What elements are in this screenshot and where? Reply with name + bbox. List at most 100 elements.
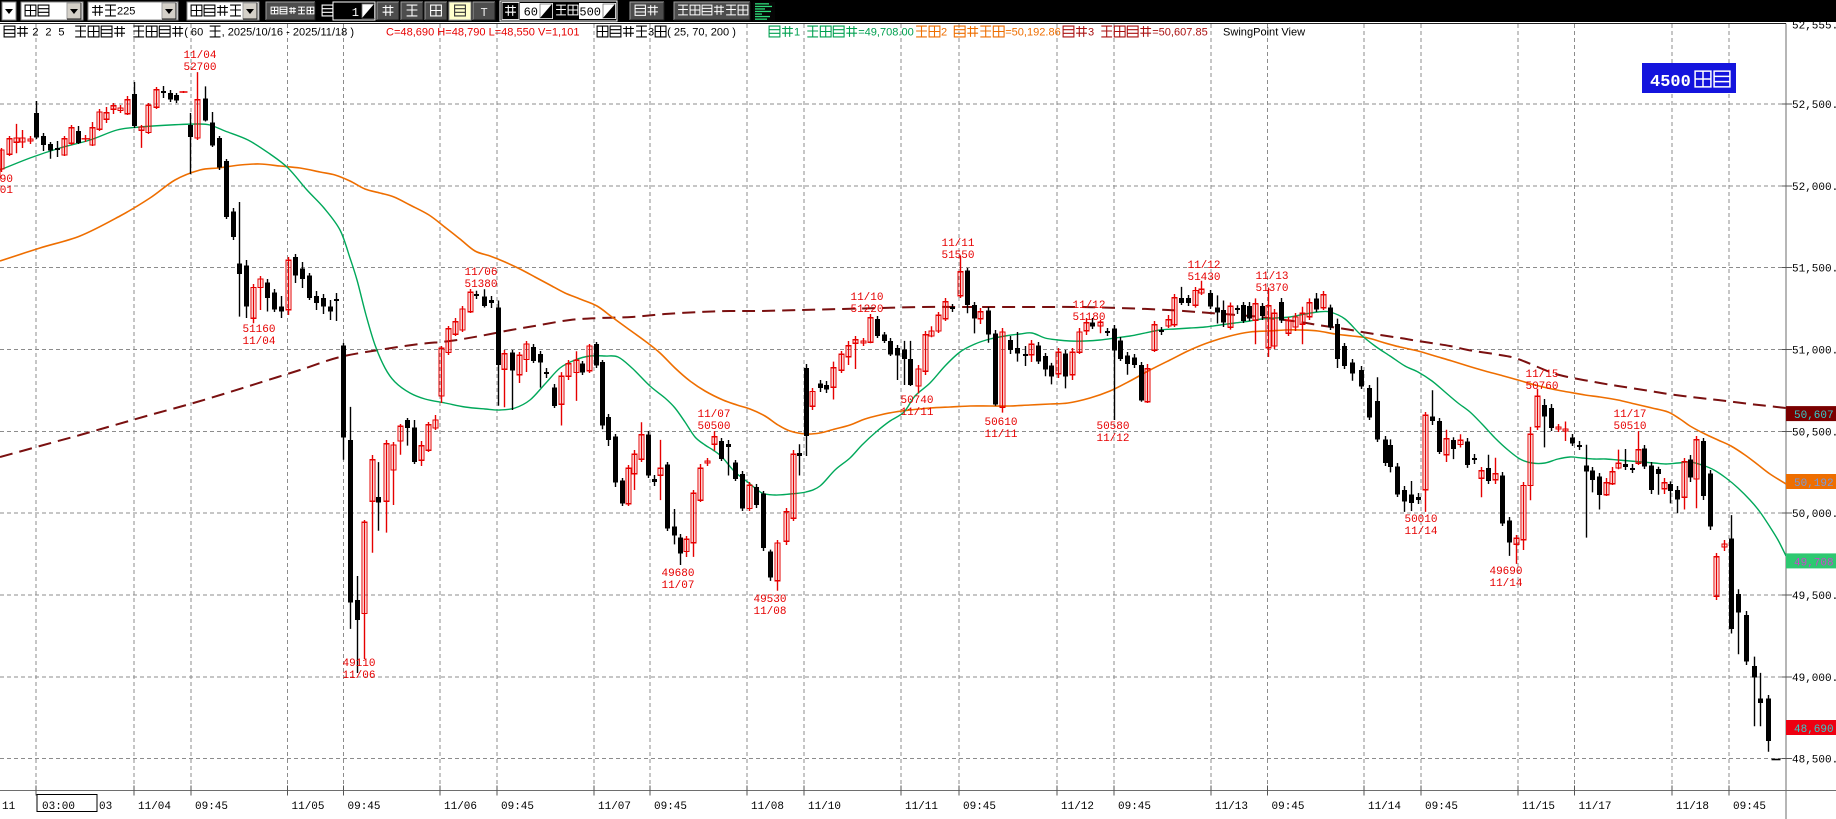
svg-text:09:45: 09:45 [348,801,381,813]
svg-text:11/17: 11/17 [1579,801,1612,813]
svg-text:11/08: 11/08 [753,606,786,618]
svg-text:3: 3 [648,27,654,39]
svg-text:51380: 51380 [464,279,497,291]
svg-text:11/04: 11/04 [242,336,275,348]
svg-text:52,000.: 52,000. [1792,182,1836,194]
svg-text:51,500.: 51,500. [1792,264,1836,276]
svg-text:, 2025/10/16 - 2025/11/18 ): , 2025/10/16 - 2025/11/18 ) [222,27,354,39]
svg-text:11/05: 11/05 [292,801,325,813]
svg-text:11/13: 11/13 [1215,801,1248,813]
svg-text:11/14: 11/14 [1489,578,1522,590]
svg-text:11/12: 11/12 [1187,260,1220,272]
svg-text:11/06: 11/06 [464,267,497,279]
svg-text:=50,192.86: =50,192.86 [1005,27,1061,39]
svg-text:49680: 49680 [661,568,694,580]
svg-text:09:45: 09:45 [1733,801,1766,813]
svg-text:09:45: 09:45 [1425,801,1458,813]
svg-text:11/11: 11/11 [905,801,938,813]
svg-text:50,607.: 50,607. [1794,410,1836,422]
svg-text:( 60: ( 60 [184,27,203,39]
svg-text:11/07: 11/07 [661,580,694,592]
svg-text:48,690: 48,690 [1794,724,1834,736]
svg-text:11/11: 11/11 [984,429,1017,441]
svg-text:11/12: 11/12 [1072,300,1105,312]
svg-text:11/10: 11/10 [808,801,841,813]
svg-text:90: 90 [0,174,13,186]
svg-text:52,500.: 52,500. [1792,100,1836,112]
svg-text:11/15: 11/15 [1522,801,1555,813]
svg-text:50610: 50610 [984,417,1017,429]
svg-text:60: 60 [524,6,538,20]
svg-text:11/17: 11/17 [1613,409,1646,421]
svg-text:225: 225 [117,6,135,18]
svg-text:5: 5 [58,27,64,39]
svg-text:1: 1 [794,27,800,39]
svg-text:09:45: 09:45 [501,801,534,813]
svg-text:48,500.: 48,500. [1792,755,1836,767]
svg-text:11/11: 11/11 [900,407,933,419]
svg-text:09:45: 09:45 [1272,801,1305,813]
svg-text:50010: 50010 [1404,514,1437,526]
svg-text:11/12: 11/12 [1096,433,1129,445]
svg-text:C=48,690 H=48,790 L=48,550 V=1: C=48,690 H=48,790 L=48,550 V=1,101 [386,27,580,39]
svg-text:11/15: 11/15 [1525,369,1558,381]
svg-text:3: 3 [1088,27,1094,39]
svg-text:11/06: 11/06 [342,670,375,682]
svg-text:T: T [481,6,488,20]
svg-text:51220: 51220 [850,304,883,316]
svg-text:50740: 50740 [900,395,933,407]
svg-text:50,500.: 50,500. [1792,427,1836,439]
svg-text:50510: 50510 [1613,421,1646,433]
svg-text:11/14: 11/14 [1404,526,1437,538]
svg-text:SwingPoint View: SwingPoint View [1223,27,1305,39]
svg-text:50580: 50580 [1096,421,1129,433]
svg-text:11/13: 11/13 [1255,271,1288,283]
svg-text:52,555.: 52,555. [1792,21,1836,33]
svg-text:49110: 49110 [342,658,375,670]
svg-text:=49,708.00: =49,708.00 [858,27,914,39]
svg-text:11/06: 11/06 [444,801,477,813]
svg-text:11/11: 11/11 [941,238,974,250]
svg-text:09:45: 09:45 [654,801,687,813]
svg-text:50500: 50500 [697,421,730,433]
svg-text:11/04: 11/04 [183,50,216,62]
svg-text:11/14: 11/14 [1368,801,1401,813]
svg-text:50,000.: 50,000. [1792,509,1836,521]
svg-text:2: 2 [941,27,947,39]
svg-text:03:00: 03:00 [42,801,75,813]
svg-text:51160: 51160 [242,324,275,336]
svg-text:50760: 50760 [1525,381,1558,393]
svg-text:4500: 4500 [1650,73,1691,92]
svg-text:09:45: 09:45 [1118,801,1151,813]
svg-text:11/07: 11/07 [598,801,631,813]
svg-text:51,000.: 51,000. [1792,345,1836,357]
svg-text:49690: 49690 [1489,566,1522,578]
svg-text:11: 11 [2,801,16,813]
svg-text:52700: 52700 [183,62,216,74]
svg-text:51370: 51370 [1255,283,1288,295]
svg-text:09:45: 09:45 [195,801,228,813]
svg-text:( 25, 70, 200 ): ( 25, 70, 200 ) [667,27,736,39]
svg-text:1: 1 [352,6,359,20]
svg-text:50,192.: 50,192. [1794,478,1836,490]
svg-text:2: 2 [45,27,51,39]
svg-text:49,500.: 49,500. [1792,591,1836,603]
svg-text:51430: 51430 [1187,272,1220,284]
svg-text:11/07: 11/07 [697,409,730,421]
svg-text:49,708.: 49,708. [1794,557,1836,569]
svg-text:51180: 51180 [1072,312,1105,324]
svg-text:03: 03 [99,801,112,813]
svg-text:=50,607.85: =50,607.85 [1152,27,1208,39]
svg-text:49,000.: 49,000. [1792,673,1836,685]
svg-text:2: 2 [32,27,38,39]
svg-text:09:45: 09:45 [963,801,996,813]
svg-text:/01: /01 [0,185,13,197]
svg-text:51550: 51550 [941,250,974,262]
svg-text:11/12: 11/12 [1061,801,1094,813]
svg-text:11/18: 11/18 [1676,801,1709,813]
svg-text:11/04: 11/04 [138,801,171,813]
svg-text:49530: 49530 [753,594,786,606]
svg-text:500: 500 [579,6,601,20]
svg-text:11/10: 11/10 [850,292,883,304]
svg-text:11/08: 11/08 [751,801,784,813]
